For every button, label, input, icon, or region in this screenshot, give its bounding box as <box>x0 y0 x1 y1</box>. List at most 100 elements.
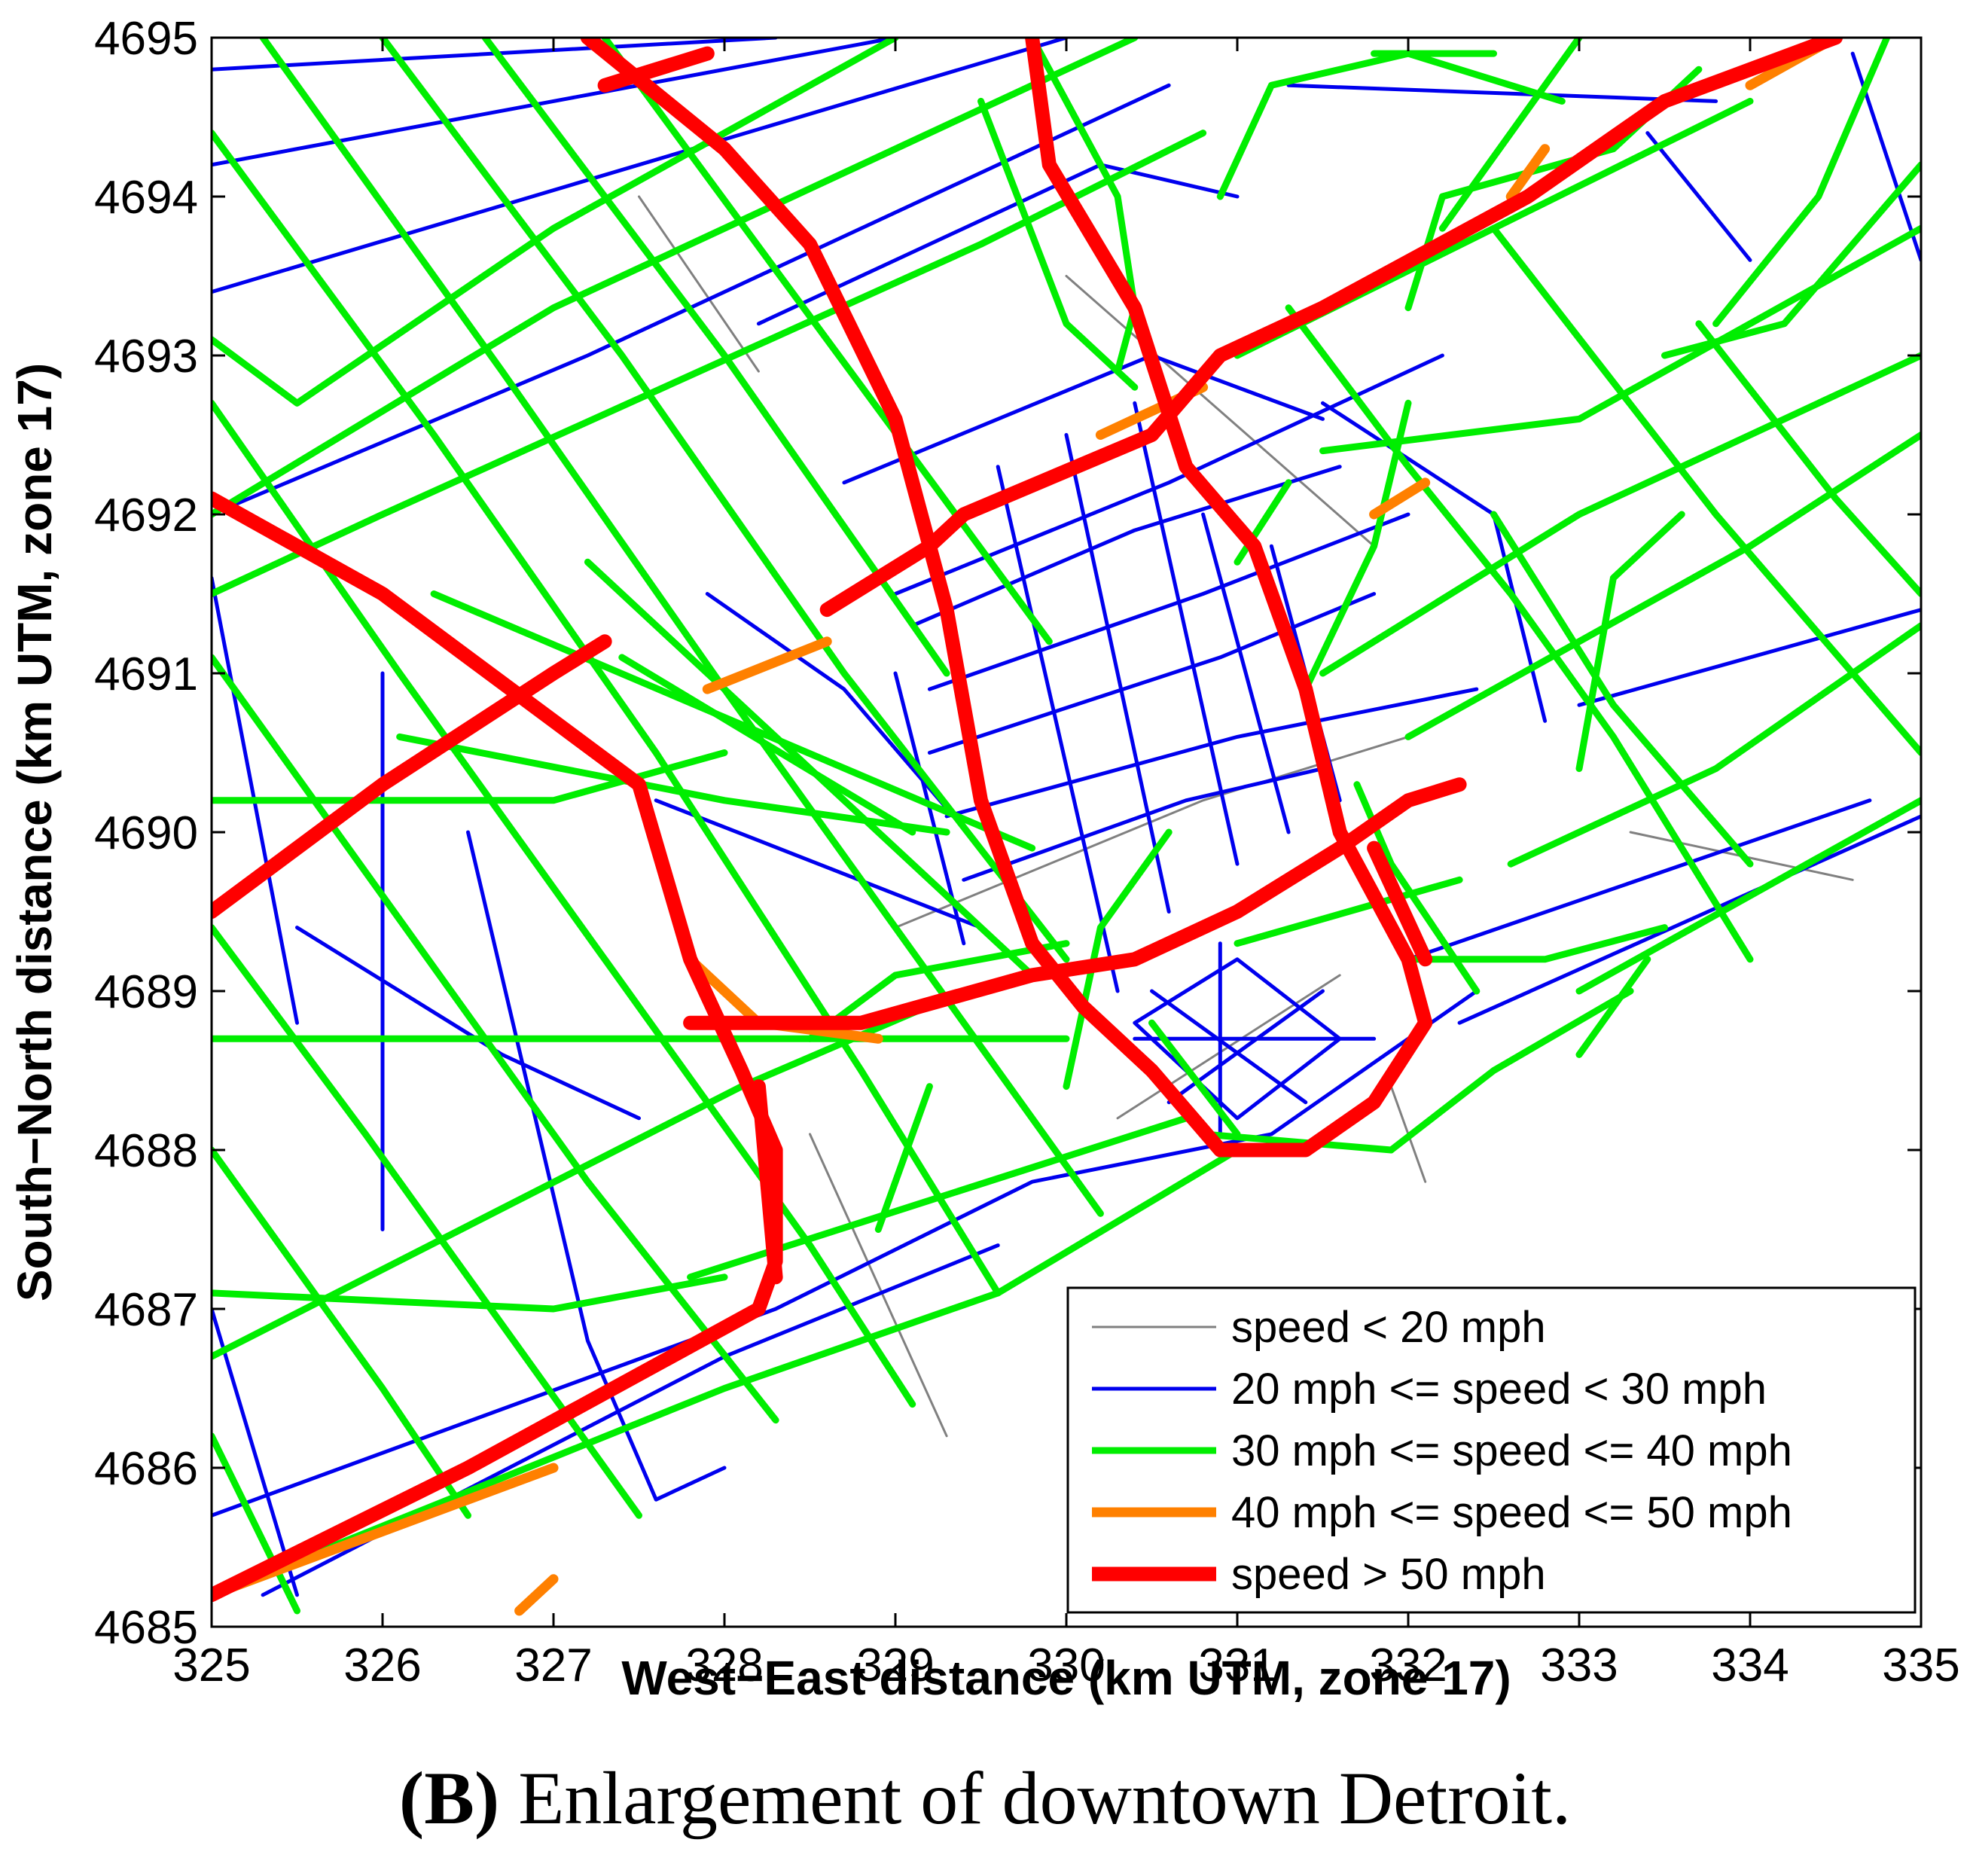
road-blue-26 <box>996 465 1120 993</box>
road-green-67 <box>618 654 916 836</box>
x-axis-label: West−East distance (km UTM, zone 17) <box>621 1651 1511 1705</box>
y-tick-label: 4690 <box>94 807 198 859</box>
road-blue-39 <box>1577 608 1921 707</box>
road-blue-13 <box>212 1307 299 1597</box>
road-green-78 <box>1575 956 1651 1058</box>
figure-caption: (B) Enlargement of downtown Detroit. <box>0 1755 1970 1841</box>
legend-label-2: 30 mph <= speed <= 40 mph <box>1231 1426 1792 1475</box>
x-tick-label: 334 <box>1711 1640 1789 1691</box>
road-green-58 <box>212 749 728 804</box>
road-blue-22 <box>927 512 1410 691</box>
legend-label-4: speed > 50 mph <box>1231 1550 1546 1599</box>
x-tick-label: 331 <box>1198 1640 1276 1691</box>
legend-label-3: 40 mph <= speed <= 50 mph <box>1231 1488 1792 1537</box>
road-green-49 <box>481 38 950 677</box>
road-green-57 <box>212 38 1139 518</box>
road-green-96 <box>874 1083 933 1233</box>
y-tick-label: 4689 <box>94 966 198 1018</box>
road-orange-102 <box>702 636 832 694</box>
x-tick-label: 327 <box>514 1640 592 1691</box>
road-blue-15 <box>295 926 641 1121</box>
x-tick-label: 335 <box>1882 1640 1959 1691</box>
x-tick-label: 328 <box>685 1640 763 1691</box>
road-green-70 <box>1319 224 1921 455</box>
legend-label-1: 20 mph <= speed < 30 mph <box>1231 1365 1767 1414</box>
road-green-51 <box>212 399 916 1408</box>
x-tick-label: 329 <box>856 1640 934 1691</box>
x-axis: 325 326 327 328 329 330 331 332 333 334 335 <box>172 38 1960 1691</box>
road-green-65 <box>396 733 950 836</box>
road-green-77 <box>1200 1130 1395 1154</box>
road-green-74 <box>1575 797 1921 995</box>
road-red-113 <box>819 38 1843 618</box>
road-blue-23 <box>927 592 1377 755</box>
road-green-72 <box>1404 432 1921 740</box>
road-green-81 <box>1490 224 1921 756</box>
x-tick-label: 332 <box>1369 1640 1447 1691</box>
road-blue-10 <box>212 83 1171 517</box>
road-green-50 <box>601 38 1053 645</box>
y-tick-label: 4685 <box>94 1602 198 1654</box>
road-gray-0 <box>809 1133 948 1438</box>
road-green-84 <box>1712 38 1891 328</box>
y-tick-label: 4691 <box>94 648 198 700</box>
road-red-109 <box>212 634 612 919</box>
road-green-94 <box>1353 781 1481 995</box>
road-green-54 <box>212 1146 471 1519</box>
y-tick-label: 4695 <box>94 13 198 65</box>
y-tick-label: 4694 <box>94 172 198 224</box>
y-tick-label: 4692 <box>94 490 198 541</box>
road-orange-107 <box>514 1574 559 1616</box>
road-green-97 <box>1063 828 1173 1091</box>
road-blue-24 <box>944 687 1479 819</box>
road-blue-16 <box>212 989 1479 1518</box>
road-blue-28 <box>1133 401 1240 866</box>
road-blue-27 <box>1064 433 1171 914</box>
caption-text: Enlargement of downtown Detroit. <box>499 1756 1572 1840</box>
road-green-76 <box>1387 987 1634 1154</box>
caption-letter: (B) <box>398 1756 500 1840</box>
x-tick-label: 326 <box>343 1640 421 1691</box>
road-green-71 <box>1319 352 1921 677</box>
road-red-115 <box>1367 840 1433 967</box>
legend: speed < 20 mph 20 mph <= speed < 30 mph 30… <box>1066 1286 1917 1614</box>
y-axis: 4685 4686 4687 4688 4689 4690 4691 4692 4693 4694… <box>94 13 1921 1654</box>
road-blue-8 <box>212 38 898 167</box>
road-red-114 <box>751 1079 783 1285</box>
road-blue-38 <box>1457 814 1921 1025</box>
y-tick-label: 4687 <box>94 1284 198 1336</box>
road-green-79 <box>1438 38 1583 232</box>
road-red-108 <box>212 491 783 1603</box>
road-gray-4 <box>1065 275 1376 548</box>
x-tick-label: 333 <box>1540 1640 1618 1691</box>
road-green-92 <box>1302 399 1412 693</box>
road-green-98 <box>1234 876 1463 947</box>
road-blue-37 <box>1406 798 1872 962</box>
road-green-62 <box>212 1146 1241 1599</box>
y-tick-label: 4693 <box>94 331 198 383</box>
y-axis-label: South−North distance (km UTM, zone 17) <box>8 363 62 1301</box>
road-blue-42 <box>1286 83 1718 103</box>
road-green-95 <box>1148 1019 1241 1138</box>
road-green-85 <box>1575 511 1685 773</box>
road-green-68 <box>584 558 1036 979</box>
road-green-56 <box>212 38 899 407</box>
legend-label-0: speed < 20 mph <box>1231 1303 1546 1352</box>
road-blue-40 <box>1645 131 1752 262</box>
road-blue-29 <box>1201 512 1291 834</box>
road-red-112 <box>580 38 1433 1158</box>
road-green-87 <box>1216 50 1566 200</box>
road-blue-9 <box>212 38 1069 294</box>
road-red-111 <box>597 46 715 93</box>
road-blue-44 <box>654 798 983 930</box>
road-red-110 <box>683 777 1467 1030</box>
road-blue-25 <box>962 767 1325 882</box>
road-green-83 <box>1490 511 1754 868</box>
road-green-89 <box>1661 161 1921 359</box>
road-green-91 <box>977 97 1139 391</box>
x-tick-label: 330 <box>1027 1640 1105 1691</box>
road-orange-103 <box>1369 477 1431 520</box>
road-gray-3 <box>638 195 760 373</box>
road-green-93 <box>1234 479 1292 566</box>
